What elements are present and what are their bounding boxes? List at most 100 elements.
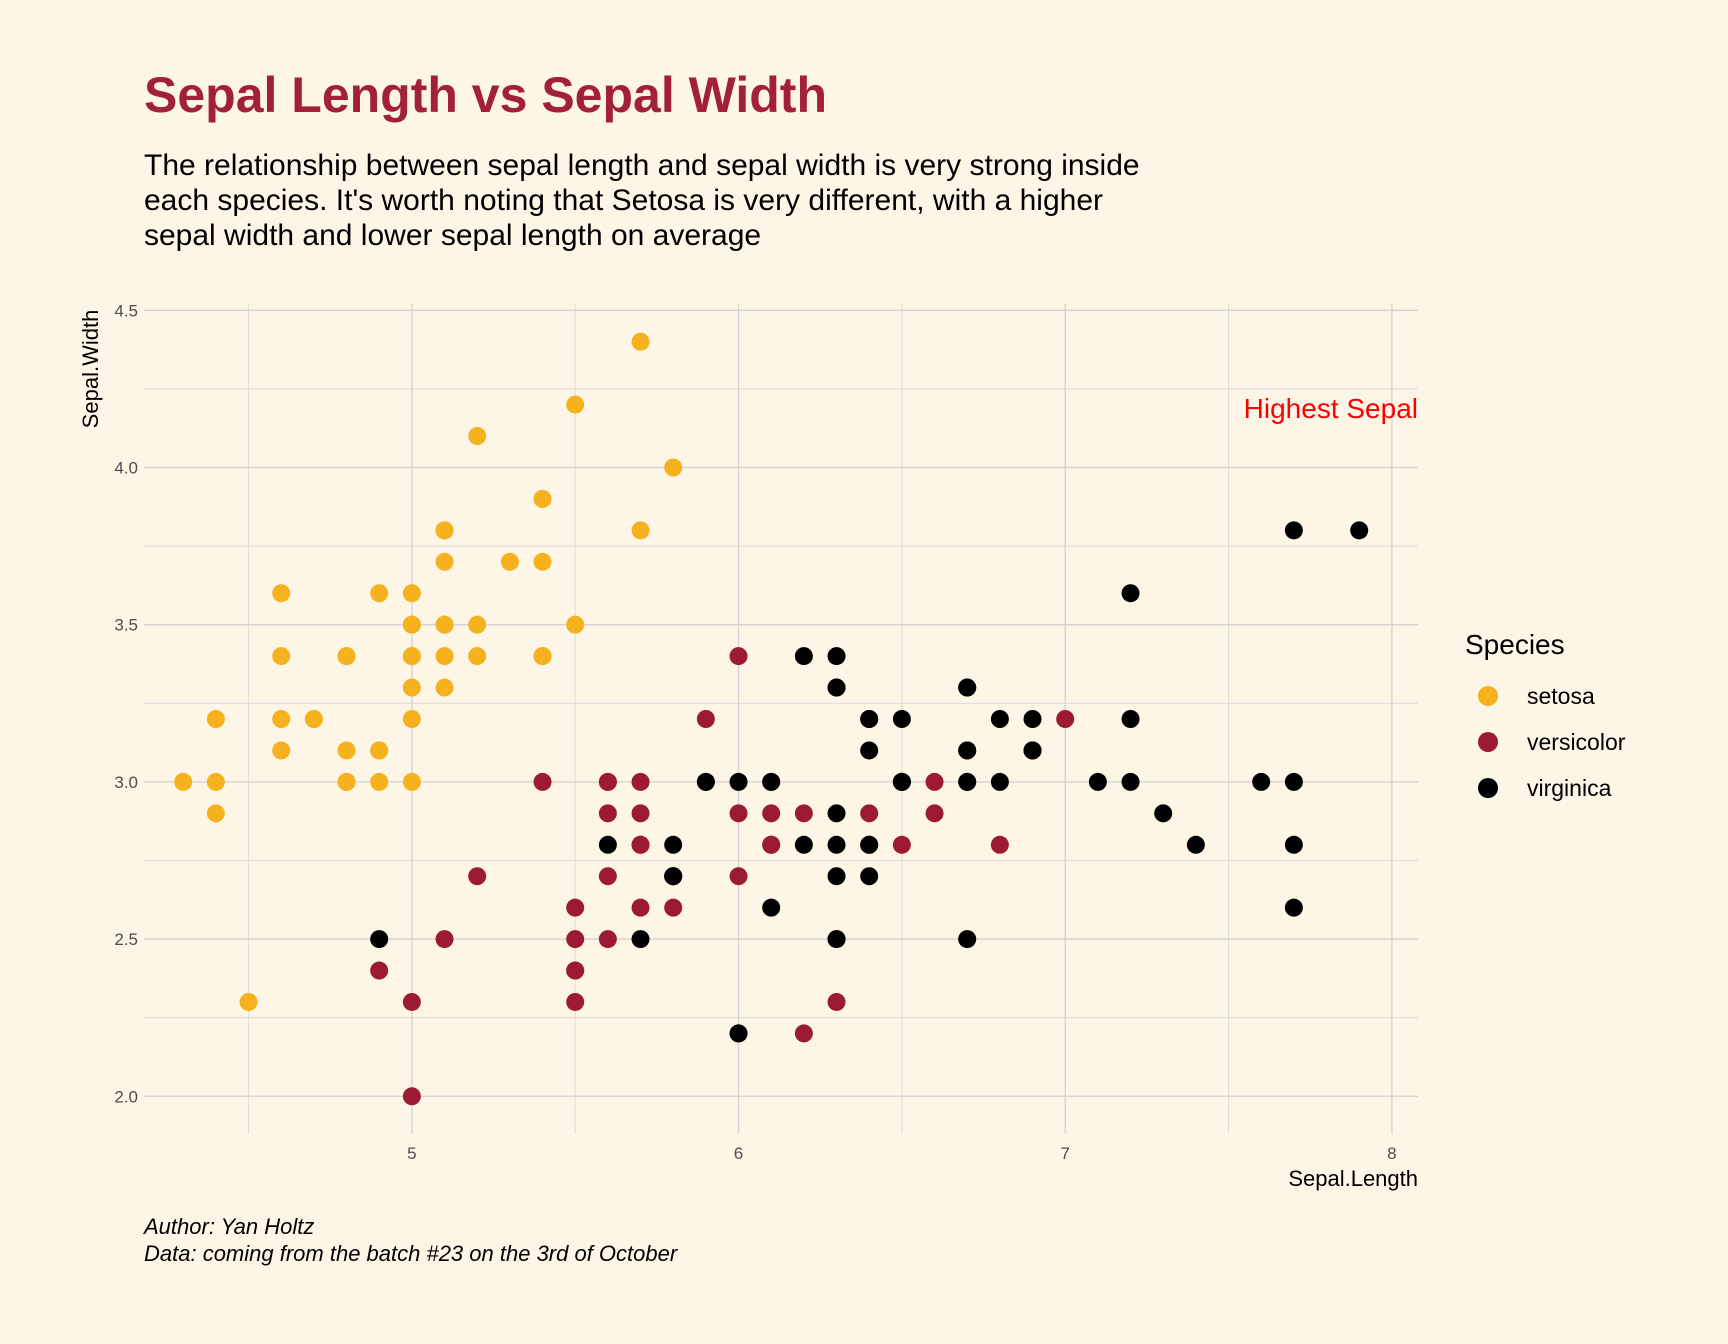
point-setosa xyxy=(435,552,454,571)
point-setosa xyxy=(631,521,650,540)
point-versicolor xyxy=(631,772,650,791)
point-versicolor xyxy=(794,1024,813,1043)
point-versicolor xyxy=(696,710,715,728)
point-versicolor xyxy=(664,898,683,917)
point-setosa xyxy=(566,395,585,414)
point-virginica xyxy=(762,772,781,791)
x-tick-label: 8 xyxy=(1387,1144,1396,1163)
point-virginica xyxy=(860,867,879,886)
y-axis-label: Sepal.Width xyxy=(78,310,103,429)
point-virginica xyxy=(1350,521,1369,540)
point-virginica xyxy=(729,772,748,791)
point-versicolor xyxy=(468,867,487,886)
point-setosa xyxy=(402,584,421,603)
legend-title: Species xyxy=(1465,629,1565,660)
point-virginica xyxy=(794,835,813,854)
point-versicolor xyxy=(990,835,1009,854)
chart-subtitle: The relationship between sepal length an… xyxy=(144,148,1274,253)
chart-caption: Author: Yan Holtz Data: coming from the … xyxy=(144,1213,677,1267)
subtitle-line: each species. It's worth noting that Set… xyxy=(144,184,1104,217)
point-versicolor xyxy=(598,804,617,823)
highest-sepal-annotation: Highest Sepal xyxy=(1244,393,1418,424)
caption-data-source: Data: coming from the batch #23 on the 3… xyxy=(144,1241,678,1266)
point-versicolor xyxy=(762,835,781,854)
point-virginica xyxy=(1121,584,1140,603)
point-versicolor xyxy=(827,992,846,1011)
point-virginica xyxy=(1284,898,1303,917)
point-virginica xyxy=(631,930,650,949)
point-setosa xyxy=(272,741,291,760)
legend-label-setosa: setosa xyxy=(1527,683,1595,709)
legend-label-versicolor: versicolor xyxy=(1527,729,1626,755)
point-setosa xyxy=(468,615,487,634)
x-tick-label: 7 xyxy=(1060,1144,1069,1163)
point-virginica xyxy=(860,710,879,728)
point-setosa xyxy=(337,772,356,791)
point-versicolor xyxy=(729,804,748,823)
point-setosa xyxy=(206,772,225,791)
point-virginica xyxy=(827,867,846,886)
point-virginica xyxy=(860,835,879,854)
point-versicolor xyxy=(925,772,944,791)
point-setosa xyxy=(435,678,454,697)
point-setosa xyxy=(664,458,683,477)
point-setosa xyxy=(370,741,389,760)
point-virginica xyxy=(1252,772,1271,791)
point-virginica xyxy=(1186,835,1205,854)
point-setosa xyxy=(435,615,454,634)
point-virginica xyxy=(958,772,977,791)
point-virginica xyxy=(990,772,1009,791)
point-setosa xyxy=(435,647,454,666)
x-tick-label: 5 xyxy=(407,1144,416,1163)
point-versicolor xyxy=(631,898,650,917)
point-versicolor xyxy=(370,961,389,980)
point-virginica xyxy=(1121,772,1140,791)
point-versicolor xyxy=(631,835,650,854)
x-axis-label: Sepal.Length xyxy=(1288,1166,1418,1191)
point-setosa xyxy=(272,710,291,728)
point-virginica xyxy=(1284,835,1303,854)
point-virginica xyxy=(1121,710,1140,728)
point-setosa xyxy=(206,710,225,728)
point-virginica xyxy=(958,930,977,949)
point-versicolor xyxy=(892,835,911,854)
point-virginica xyxy=(892,710,911,728)
y-tick-label: 3.0 xyxy=(114,773,138,792)
point-virginica xyxy=(1023,741,1042,760)
point-virginica xyxy=(729,1024,748,1043)
point-setosa xyxy=(500,552,519,571)
point-setosa xyxy=(631,332,650,351)
point-virginica xyxy=(860,741,879,760)
point-versicolor xyxy=(566,961,585,980)
point-virginica xyxy=(664,835,683,854)
data-points xyxy=(174,332,1369,1106)
point-setosa xyxy=(468,647,487,666)
point-versicolor xyxy=(729,647,748,666)
subtitle-line: The relationship between sepal length an… xyxy=(144,149,1140,182)
point-setosa xyxy=(533,647,552,666)
point-setosa xyxy=(468,427,487,446)
point-versicolor xyxy=(598,930,617,949)
point-setosa xyxy=(272,584,291,603)
point-versicolor xyxy=(435,930,454,949)
point-setosa xyxy=(337,647,356,666)
point-setosa xyxy=(402,615,421,634)
point-versicolor xyxy=(566,930,585,949)
point-versicolor xyxy=(762,804,781,823)
point-versicolor xyxy=(533,772,552,791)
chart-title: Sepal Length vs Sepal Width xyxy=(144,67,827,123)
point-setosa xyxy=(402,710,421,728)
point-virginica xyxy=(958,741,977,760)
point-virginica xyxy=(1284,521,1303,540)
point-virginica xyxy=(958,678,977,697)
point-versicolor xyxy=(729,867,748,886)
point-setosa xyxy=(337,741,356,760)
point-setosa xyxy=(402,647,421,666)
point-versicolor xyxy=(860,804,879,823)
point-versicolor xyxy=(631,804,650,823)
legend-key-versicolor xyxy=(1478,732,1498,752)
point-versicolor xyxy=(1056,710,1075,728)
legend-label-virginica: virginica xyxy=(1527,775,1612,801)
point-versicolor xyxy=(794,804,813,823)
